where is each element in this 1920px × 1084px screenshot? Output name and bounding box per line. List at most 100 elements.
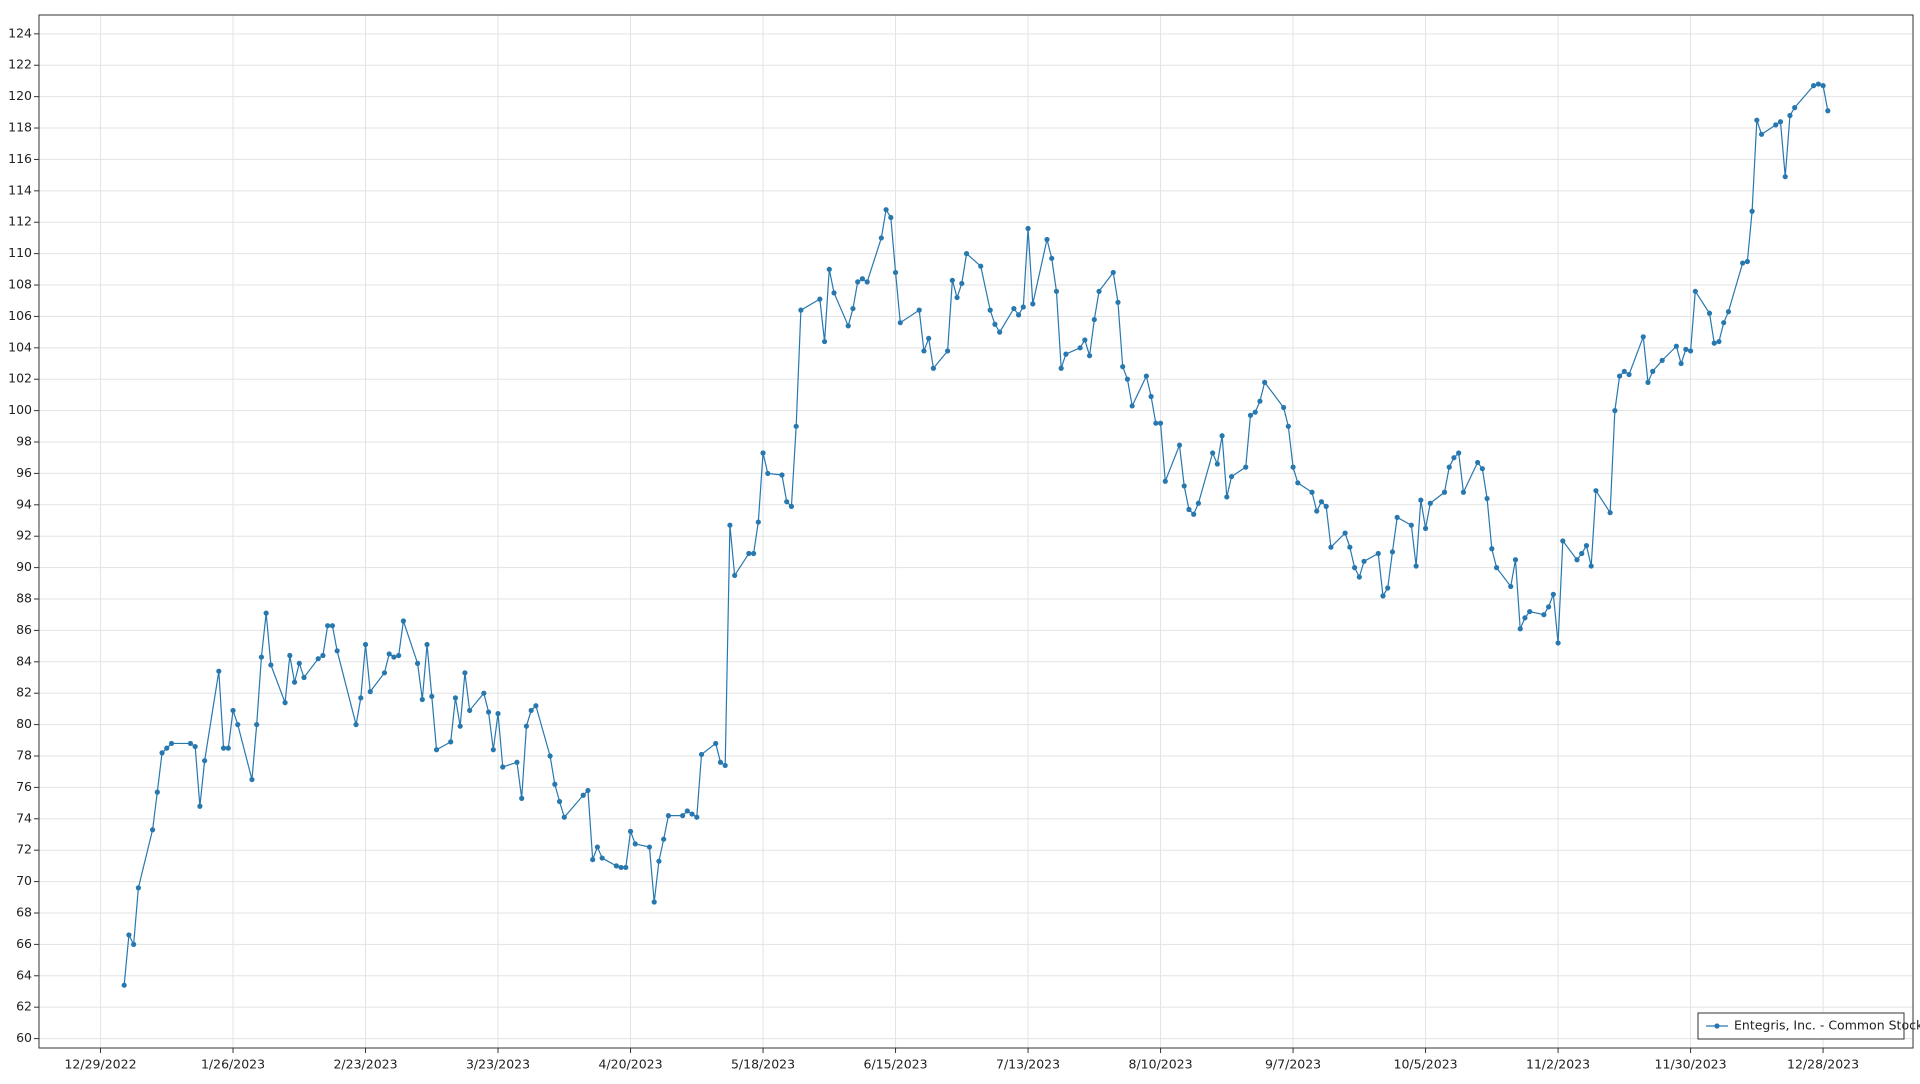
data-point (1375, 550, 1381, 557)
y-tick-label: 96 (16, 465, 32, 480)
data-point (1815, 81, 1821, 87)
data-point (1716, 338, 1722, 345)
y-tick-label: 108 (8, 277, 32, 292)
data-point (921, 348, 927, 354)
data-point (424, 641, 430, 648)
y-tick-label: 64 (16, 967, 32, 982)
data-point (1191, 511, 1197, 517)
data-point (1290, 464, 1296, 470)
x-tick-label: 8/10/2023 (1129, 1057, 1193, 1072)
data-point (1706, 310, 1713, 316)
data-point (679, 813, 686, 819)
data-point (1295, 480, 1301, 486)
data-point (1574, 557, 1580, 563)
data-point (859, 276, 866, 282)
data-point (689, 811, 695, 817)
data-point (1758, 131, 1765, 137)
data-point (154, 789, 160, 795)
data-point (523, 723, 530, 729)
data-point (1262, 379, 1268, 385)
data-point (694, 814, 700, 820)
data-point (1257, 398, 1263, 404)
data-point (765, 470, 771, 477)
data-point (855, 279, 861, 285)
data-point (1020, 304, 1026, 310)
data-point (1522, 615, 1528, 621)
x-tick-label: 10/5/2023 (1394, 1057, 1458, 1072)
data-point (594, 844, 601, 850)
data-point (798, 307, 804, 313)
data-point (1347, 544, 1353, 550)
data-point (949, 277, 955, 283)
data-point (1342, 530, 1348, 536)
data-point (1550, 591, 1556, 597)
data-point (779, 472, 785, 478)
data-point (1086, 353, 1093, 359)
data-point (1285, 423, 1291, 429)
data-point (684, 808, 690, 814)
data-point (1621, 368, 1627, 374)
y-tick-label: 82 (16, 685, 32, 700)
y-tick-label: 104 (8, 339, 32, 354)
x-tick-label: 1/26/2023 (201, 1057, 265, 1072)
data-point (978, 263, 984, 269)
data-point (192, 743, 198, 750)
data-point (1744, 258, 1750, 265)
data-point (580, 792, 586, 798)
y-tick-label: 94 (16, 496, 32, 511)
data-point (268, 662, 274, 668)
data-point (722, 762, 728, 769)
data-point (959, 280, 965, 287)
y-tick-label: 66 (16, 936, 32, 951)
data-point (1508, 583, 1514, 590)
data-point (1096, 288, 1102, 294)
data-point (916, 307, 922, 313)
data-point (1593, 488, 1599, 494)
data-point (1820, 83, 1826, 89)
data-point (202, 758, 208, 764)
data-point (1777, 119, 1784, 125)
data-point (1427, 500, 1433, 506)
data-point (1787, 112, 1793, 119)
data-point (1493, 565, 1500, 571)
legend-box (1697, 1012, 1905, 1040)
data-point (1645, 379, 1651, 385)
data-point (651, 899, 657, 905)
x-tick-label: 9/7/2023 (1265, 1057, 1321, 1072)
data-point (1782, 174, 1788, 180)
data-point (1195, 500, 1202, 506)
data-point (121, 982, 127, 988)
data-point (528, 707, 534, 714)
x-tick-label: 11/2/2023 (1526, 1057, 1590, 1072)
data-point (897, 320, 903, 326)
data-point (1517, 626, 1523, 632)
data-point (462, 670, 468, 676)
data-point (1456, 450, 1462, 456)
data-point (1479, 466, 1485, 472)
data-point (396, 652, 402, 659)
y-tick-label: 100 (8, 402, 32, 417)
data-point (500, 764, 506, 770)
data-point (585, 787, 591, 794)
data-point (561, 814, 567, 820)
data-point (755, 519, 761, 525)
data-point (1243, 464, 1249, 470)
y-tick-label: 110 (8, 245, 32, 260)
legend: Entegris, Inc. - Common Stock (1697, 1012, 1920, 1040)
data-point (220, 745, 227, 751)
data-point (419, 696, 425, 703)
data-point (713, 740, 719, 747)
data-point (1385, 585, 1391, 591)
data-point (878, 235, 884, 241)
data-point (1740, 260, 1746, 266)
data-point (727, 522, 733, 528)
data-point (1389, 549, 1396, 555)
data-point (1309, 489, 1315, 495)
data-point (1754, 117, 1760, 123)
data-point (1583, 543, 1590, 549)
data-point (845, 323, 851, 329)
data-point (1053, 288, 1060, 294)
data-point (746, 550, 752, 557)
data-point (552, 781, 558, 787)
